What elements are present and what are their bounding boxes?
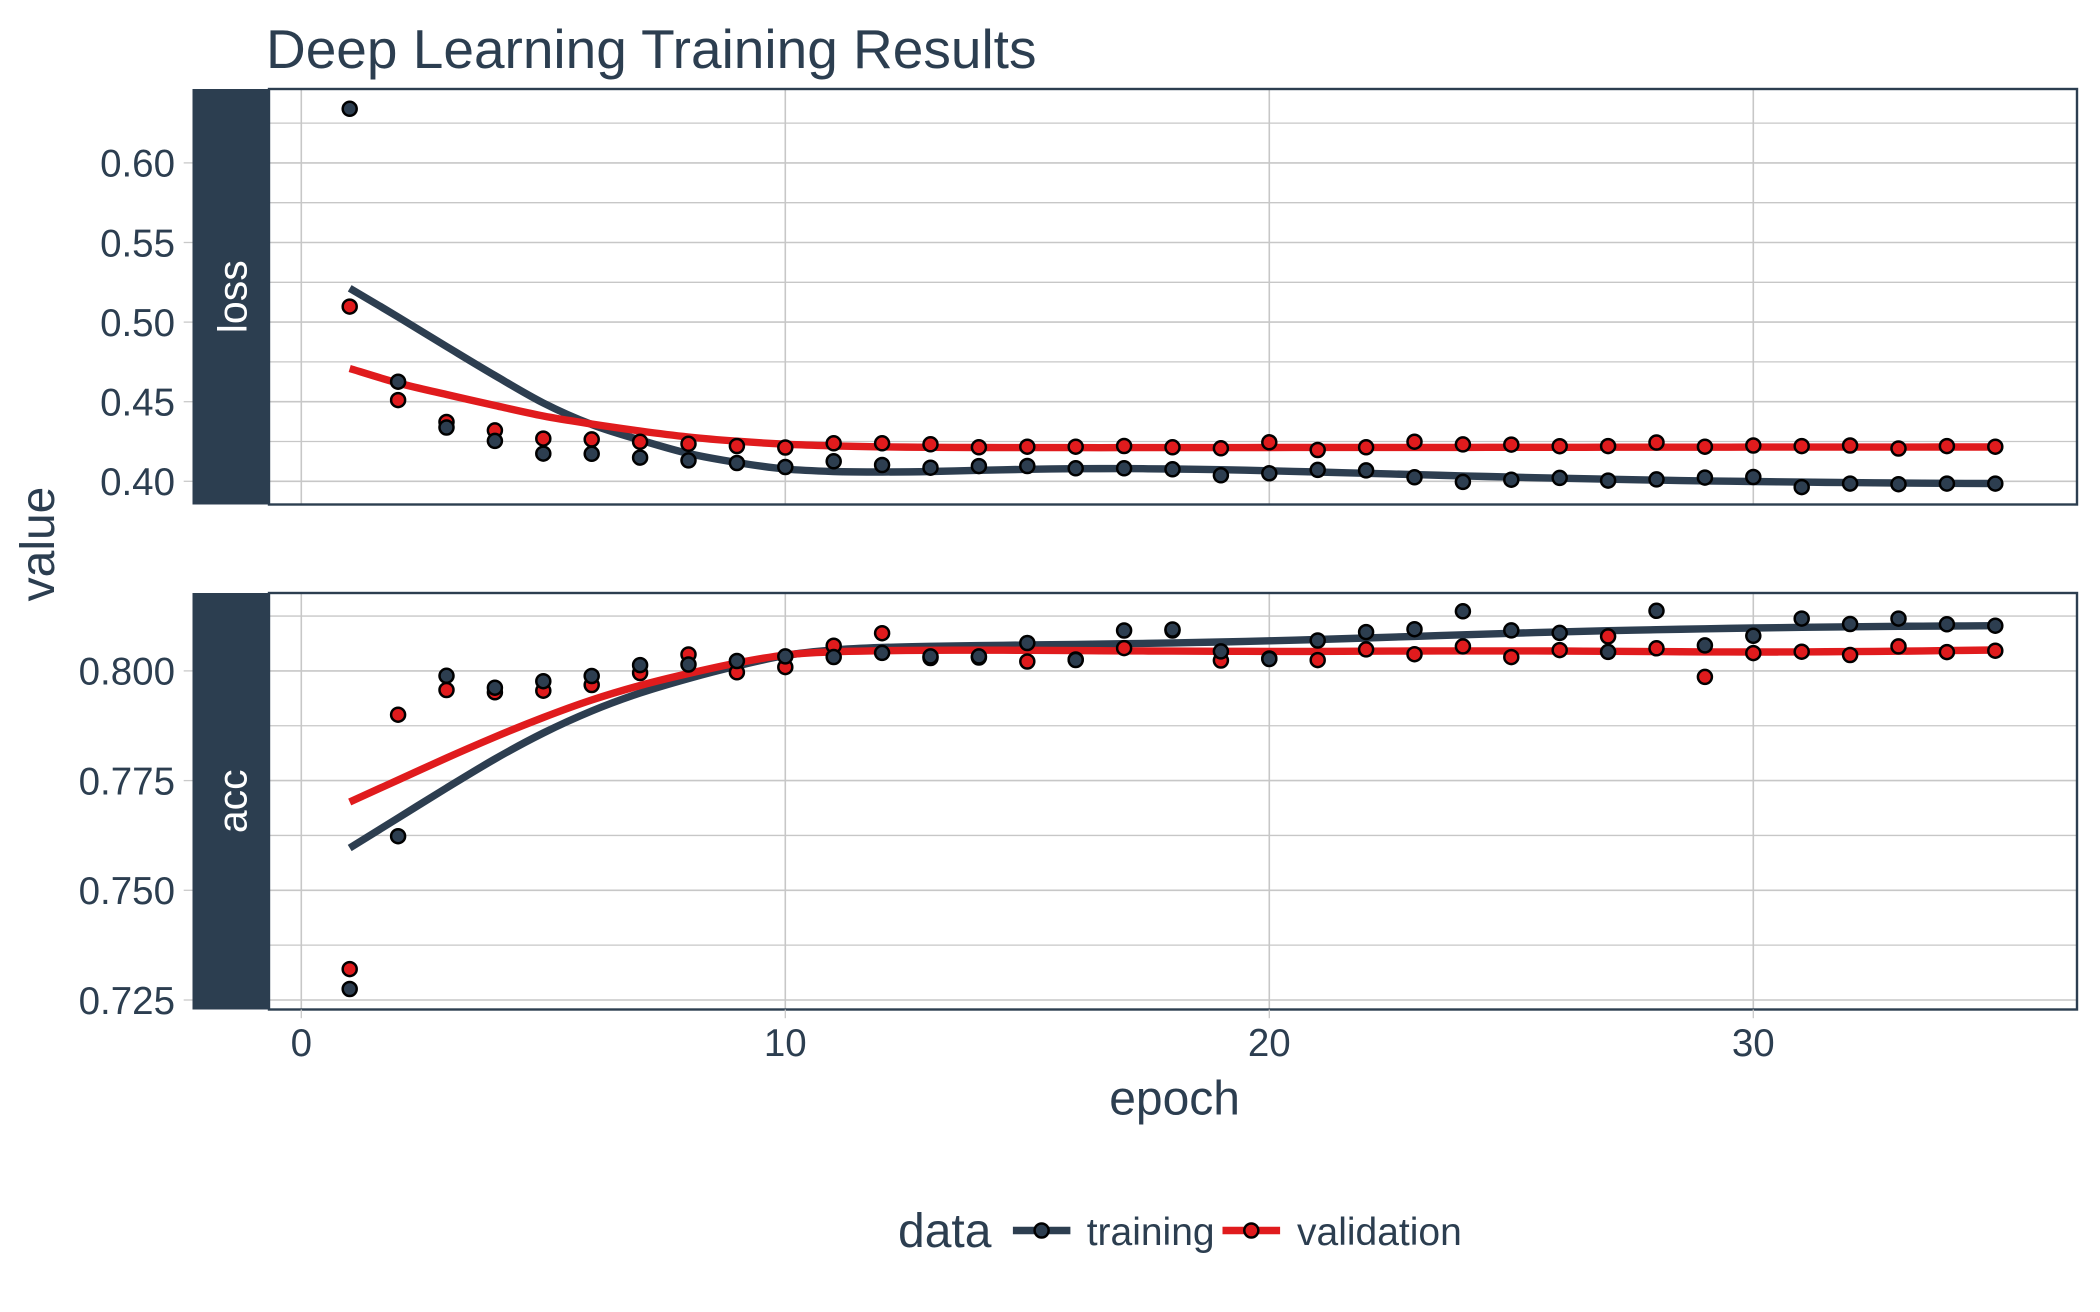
svg-text:0.800: 0.800 xyxy=(79,651,175,694)
svg-text:0.775: 0.775 xyxy=(79,760,175,803)
svg-text:0.55: 0.55 xyxy=(100,222,175,265)
svg-text:0.750: 0.750 xyxy=(79,870,175,913)
svg-text:loss: loss xyxy=(209,260,255,333)
svg-text:validation: validation xyxy=(1297,1211,1462,1254)
svg-text:value: value xyxy=(12,487,65,602)
svg-text:0.60: 0.60 xyxy=(100,143,175,186)
svg-text:10: 10 xyxy=(764,1022,807,1065)
svg-text:20: 20 xyxy=(1248,1022,1291,1065)
svg-text:training: training xyxy=(1087,1211,1215,1254)
svg-text:0.45: 0.45 xyxy=(100,382,175,425)
svg-text:0.725: 0.725 xyxy=(79,980,175,1023)
svg-text:acc: acc xyxy=(209,769,255,833)
svg-text:Deep Learning Training Results: Deep Learning Training Results xyxy=(266,18,1036,80)
svg-text:30: 30 xyxy=(1732,1022,1775,1065)
svg-text:0.40: 0.40 xyxy=(100,461,175,504)
svg-text:epoch: epoch xyxy=(1109,1072,1240,1125)
svg-text:data: data xyxy=(898,1205,992,1258)
svg-text:0: 0 xyxy=(291,1022,312,1065)
svg-text:0.50: 0.50 xyxy=(100,302,175,345)
